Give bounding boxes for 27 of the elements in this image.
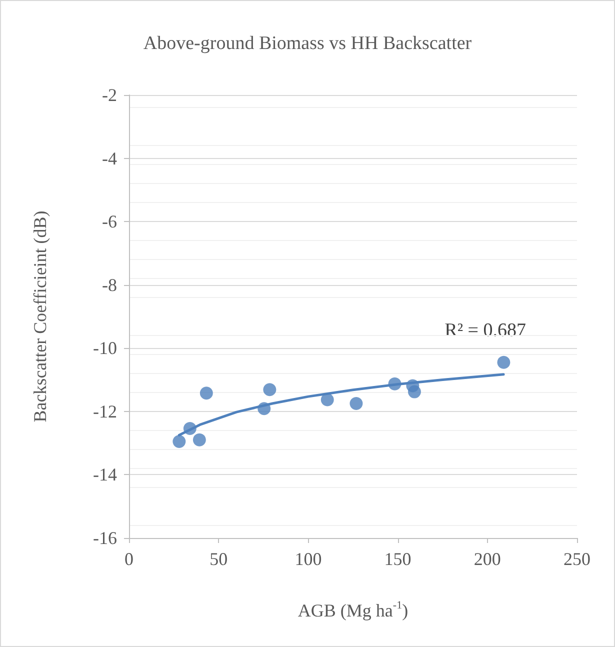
point (263, 383, 276, 396)
x-tick-label: 200 (474, 549, 501, 569)
x-tick-label: 100 (294, 549, 322, 569)
point (350, 397, 363, 410)
y-tick-label: -14 (93, 464, 117, 485)
y-axis-title: Backscatter Coefficieint (dB) (30, 210, 50, 422)
chart-title: Above-ground Biomass vs HH Backscatter (143, 33, 472, 54)
y-tick-label: -8 (102, 274, 117, 295)
x-tick-label: 250 (564, 549, 590, 569)
x-tick-label: 50 (210, 549, 228, 569)
y-tick-label: -16 (93, 528, 117, 548)
point (320, 393, 334, 406)
point (183, 422, 196, 436)
x-tick-label: 150 (384, 549, 412, 569)
point (258, 402, 271, 416)
point (408, 385, 421, 398)
point (200, 386, 213, 400)
point (172, 434, 186, 448)
x-tick-label: 0 (124, 549, 134, 569)
point (192, 433, 206, 446)
y-tick-label: -2 (102, 85, 117, 105)
y-tick-label: -4 (102, 148, 117, 168)
point (388, 377, 402, 390)
point (497, 356, 510, 369)
y-tick-label: -10 (93, 338, 117, 358)
y-tick-label: -6 (102, 212, 117, 232)
y-tick-label: -12 (93, 401, 117, 422)
